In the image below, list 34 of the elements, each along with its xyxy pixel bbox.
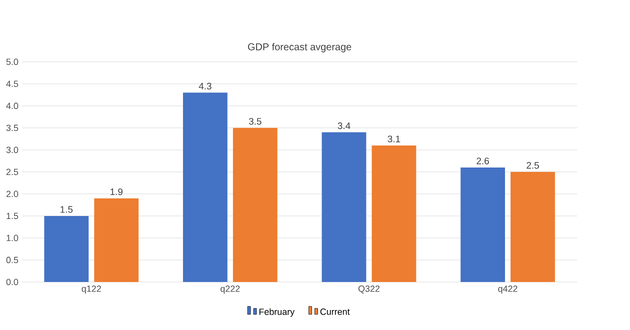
bar — [460, 168, 505, 282]
y-tick-label: 3.0 — [6, 146, 18, 154]
x-tick-label: Q322 — [358, 286, 380, 294]
bar — [94, 198, 139, 282]
x-tick-label: q122 — [82, 286, 101, 294]
data-label: 1.9 — [110, 188, 123, 196]
data-label: 3.5 — [248, 118, 262, 125]
bar — [232, 128, 278, 282]
bar — [510, 172, 555, 282]
y-tick-label: 1.5 — [6, 212, 18, 220]
bar — [44, 216, 89, 282]
y-tick-label: 3.5 — [6, 124, 18, 132]
x-tick-label: q422 — [498, 286, 518, 294]
y-tick-label: 4.5 — [6, 80, 18, 87]
y-tick-label: 0.0 — [6, 278, 18, 286]
data-label: 2.5 — [526, 162, 539, 169]
data-label: 3.1 — [388, 136, 400, 142]
bar — [372, 145, 416, 282]
data-label: 1.5 — [60, 206, 73, 213]
data-label: 2.6 — [476, 158, 489, 164]
data-label: 3.4 — [338, 122, 350, 130]
x-tick-label: q222 — [220, 286, 240, 294]
y-tick-label: 2.0 — [6, 190, 18, 198]
y-tick-label: 4.0 — [6, 102, 18, 110]
legend-label: Current — [320, 308, 350, 315]
y-tick-label: 1.0 — [6, 234, 18, 242]
data-label: 4.3 — [198, 82, 212, 90]
y-tick-label: 5.0 — [6, 58, 18, 66]
y-tick-label: 0.5 — [6, 256, 18, 264]
bar — [183, 92, 228, 282]
legend-label: February — [259, 308, 295, 317]
bar — [322, 132, 366, 282]
chart-title: GDP forecast avgerage — [248, 43, 352, 52]
y-tick-label: 2.5 — [6, 168, 18, 176]
